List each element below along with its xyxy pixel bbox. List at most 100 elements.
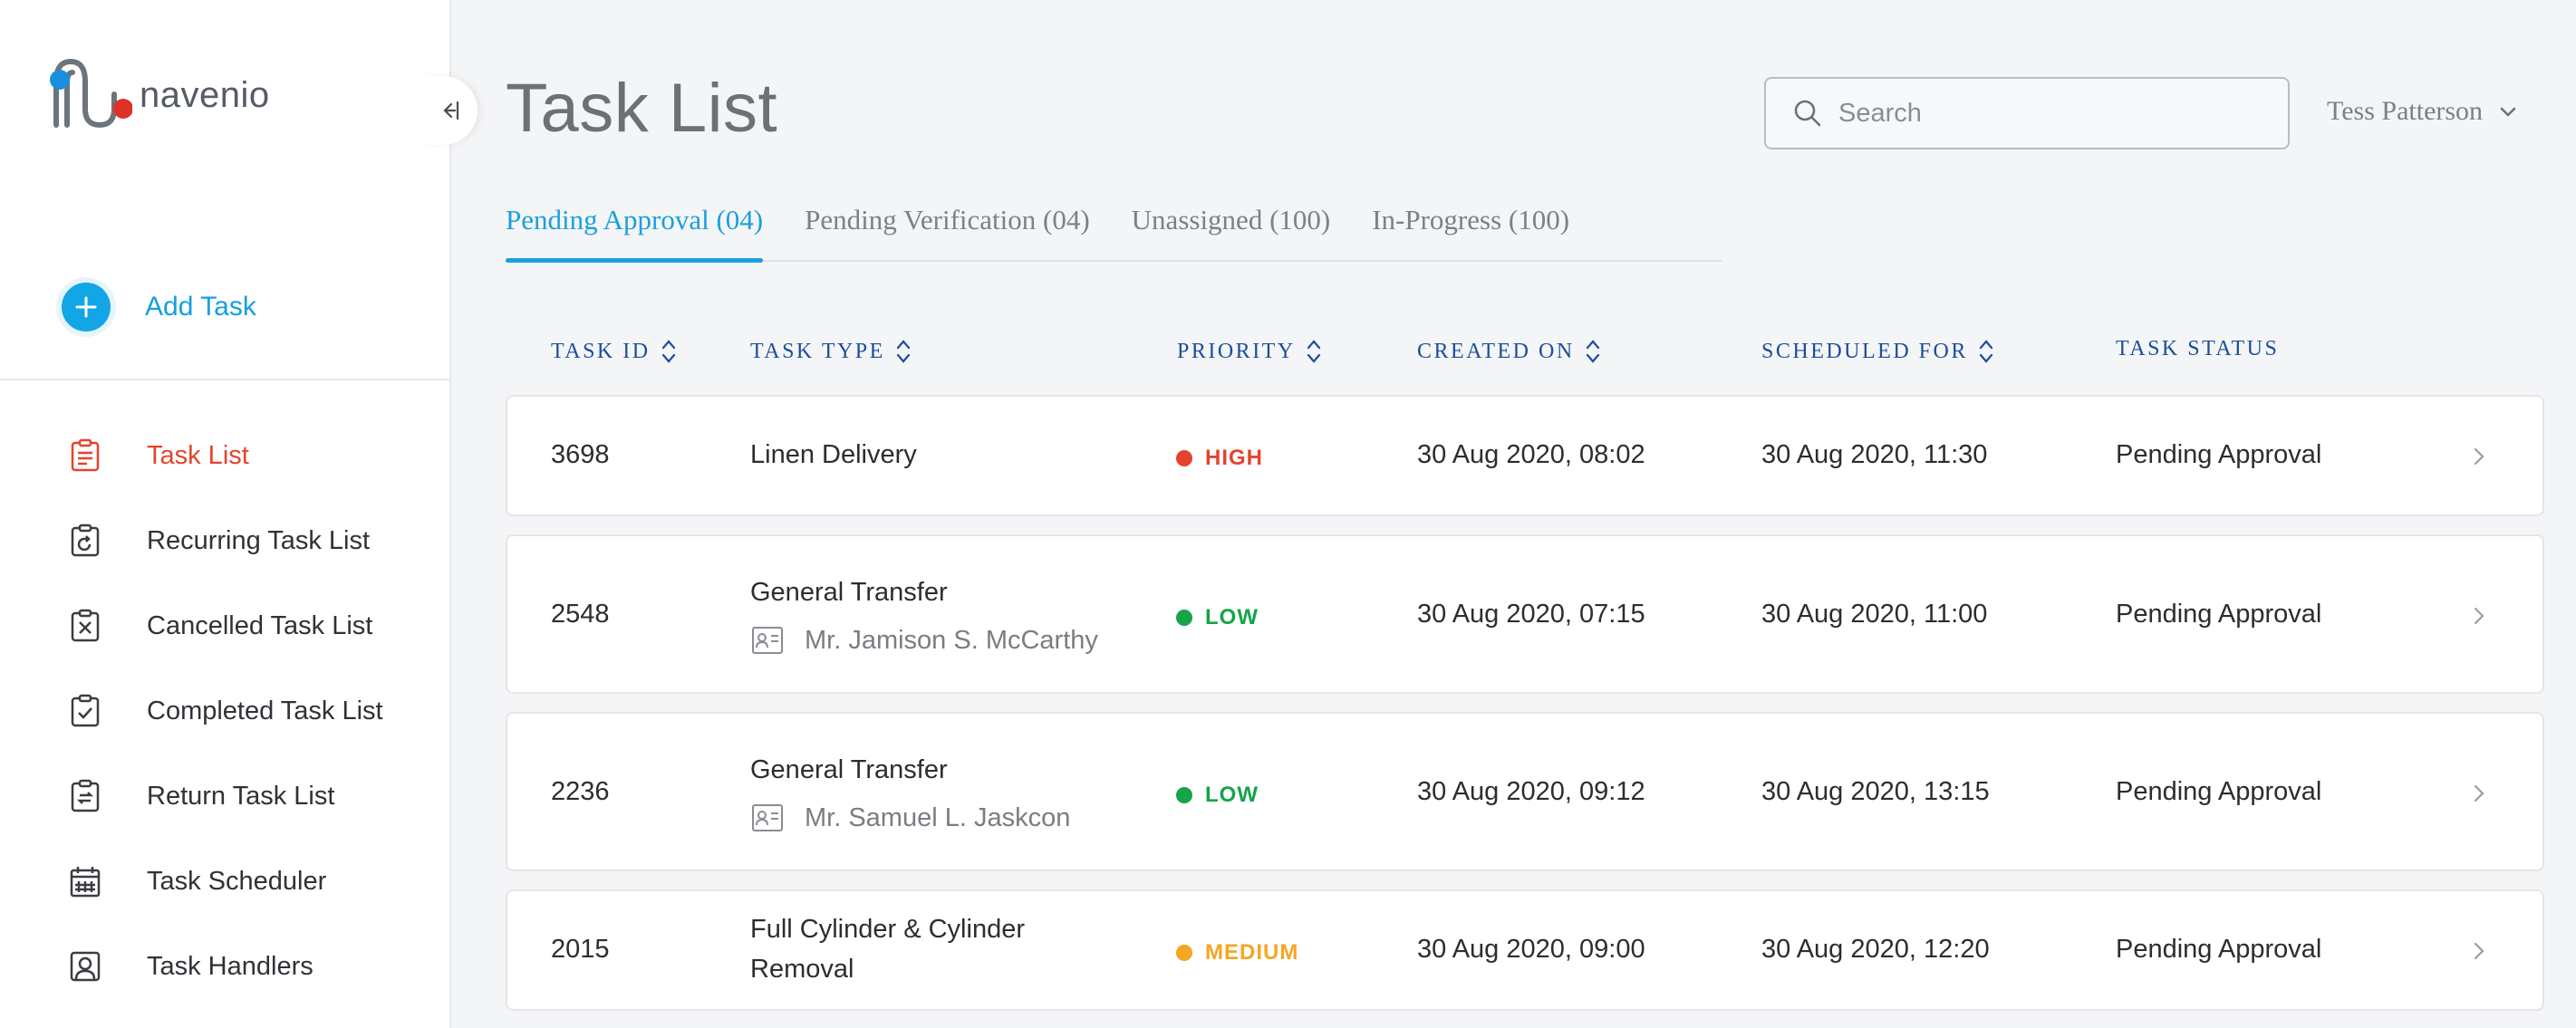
navenio-logo-mark [50, 58, 132, 129]
main-content: Task List Tess Patterson Pending Approva… [451, 0, 2576, 1028]
sidebar-item-completed-task-list[interactable]: Completed Task List [0, 668, 451, 754]
sidebar-item-return-task-list[interactable]: Return Task List [0, 754, 451, 839]
sort-icon [1979, 340, 1992, 363]
scheduled-for: 30 Aug 2020, 11:30 [1761, 440, 1988, 469]
task-type: General Transfer [750, 755, 948, 784]
priority-label: HIGH [1205, 446, 1263, 470]
sidebar-nav: Task List Recurring Task List Cancelled … [0, 413, 451, 1009]
priority-badge: MEDIUM [1176, 940, 1298, 966]
column-header-label: TASK ID [551, 339, 651, 363]
scheduled-for: 30 Aug 2020, 11:00 [1761, 600, 1988, 629]
table-row[interactable]: 3698 Linen Delivery HIGH 30 Aug 2020, 08… [506, 395, 2544, 516]
priority-dot [1176, 945, 1192, 961]
search-input[interactable] [1838, 98, 2273, 129]
task-type: General Transfer [750, 578, 948, 607]
sidebar-item-recurring-task-list[interactable]: Recurring Task List [0, 498, 451, 583]
task-id: 2015 [551, 935, 610, 964]
clipboard-recurring-icon [67, 523, 103, 559]
column-header-label: TASK TYPE [750, 339, 885, 363]
sort-icon [661, 340, 675, 363]
user-name: Tess Patterson [2327, 96, 2484, 126]
sidebar-item-task-list[interactable]: Task List [0, 413, 451, 498]
sidebar-item-label: Completed Task List [147, 696, 383, 725]
priority-label: MEDIUM [1205, 940, 1299, 965]
task-status: Pending Approval [2116, 440, 2322, 469]
sidebar-item-cancelled-task-list[interactable]: Cancelled Task List [0, 583, 451, 668]
sidebar-item-task-scheduler[interactable]: Task Scheduler [0, 839, 451, 924]
task-status: Pending Approval [2116, 600, 2322, 629]
created-on: 30 Aug 2020, 09:00 [1417, 935, 1645, 964]
patient-info: Mr. Samuel L. Jaskcon [750, 801, 1070, 835]
collapse-left-icon [443, 101, 459, 120]
created-on: 30 Aug 2020, 08:02 [1417, 440, 1645, 469]
scheduled-for: 30 Aug 2020, 12:20 [1761, 935, 1990, 964]
column-header-created-on[interactable]: CREATED ON [1417, 337, 1602, 366]
task-id: 3698 [551, 440, 610, 469]
created-on: 30 Aug 2020, 09:12 [1417, 777, 1645, 806]
tab-pending-approval[interactable]: Pending Approval (04) [506, 204, 764, 263]
priority-badge: HIGH [1176, 446, 1263, 471]
task-status: Pending Approval [2116, 777, 2322, 806]
task-id: 2236 [551, 777, 610, 806]
task-type: Full Cylinder & Cylinder [750, 915, 1025, 944]
priority-label: LOW [1205, 783, 1259, 807]
priority-badge: LOW [1176, 783, 1259, 808]
column-header-priority[interactable]: PRIORITY [1177, 337, 1323, 366]
priority-badge: LOW [1176, 605, 1259, 630]
search-box[interactable] [1764, 77, 2290, 149]
created-on: 30 Aug 2020, 07:15 [1417, 600, 1645, 629]
add-task-button[interactable]: Add Task [56, 277, 256, 337]
sidebar-item-label: Cancelled Task List [147, 610, 373, 640]
user-menu[interactable]: Tess Patterson [2327, 96, 2519, 127]
sort-icon [1586, 340, 1599, 363]
sidebar-divider [0, 379, 451, 380]
search-icon [1794, 100, 1821, 127]
tab-pending-verification[interactable]: Pending Verification (04) [805, 204, 1090, 235]
id-card-icon [752, 804, 783, 831]
sidebar-item-label: Task Scheduler [147, 866, 327, 896]
priority-dot [1176, 450, 1192, 466]
chevron-right-icon [2474, 784, 2484, 802]
chevron-right-icon [2474, 942, 2484, 960]
patient-name: Mr. Samuel L. Jaskcon [805, 802, 1071, 832]
sidebar-item-label: Return Task List [147, 781, 335, 811]
clipboard-cancel-icon [67, 608, 103, 644]
add-task-label: Add Task [145, 292, 256, 322]
brand-name: navenio [140, 74, 270, 115]
clipboard-return-icon [67, 778, 103, 814]
column-header-scheduled-for[interactable]: SCHEDULED FOR [1761, 337, 1995, 366]
sort-icon [1307, 340, 1320, 363]
id-card-icon [752, 627, 783, 654]
chevron-right-icon [2474, 447, 2484, 466]
priority-label: LOW [1205, 605, 1259, 629]
table-row[interactable]: 2236 General Transfer Mr. Samuel L. Jask… [506, 712, 2544, 871]
column-header-label: SCHEDULED FOR [1761, 339, 1968, 363]
tab-unassigned[interactable]: Unassigned (100) [1131, 204, 1331, 235]
task-status: Pending Approval [2116, 935, 2322, 964]
column-header-label: TASK STATUS [2116, 337, 2280, 360]
user-badge-icon [67, 948, 103, 985]
patient-name: Mr. Jamison S. McCarthy [805, 625, 1098, 655]
tab-in-progress[interactable]: In-Progress (100) [1372, 204, 1570, 235]
sidebar: navenio Add Task Task List Recurring Tas… [0, 0, 451, 1028]
column-header-task-status: TASK STATUS [2116, 337, 2279, 361]
column-header-label: PRIORITY [1177, 339, 1296, 363]
table-row[interactable]: 2015 Full Cylinder & Cylinder Removal ME… [506, 889, 2544, 1011]
table-row[interactable]: 2548 General Transfer Mr. Jamison S. McC… [506, 534, 2544, 694]
collapse-sidebar-button[interactable] [423, 76, 478, 145]
sidebar-item-label: Task Handlers [147, 951, 314, 981]
task-type: Linen Delivery [750, 440, 917, 469]
page-title: Task List [506, 70, 778, 147]
column-header-task-id[interactable]: TASK ID [551, 337, 678, 366]
sidebar-item-label: Task List [147, 440, 249, 470]
add-task-icon-wrap [56, 277, 116, 337]
task-id: 2548 [551, 600, 610, 629]
calendar-icon [67, 863, 103, 899]
scheduled-for: 30 Aug 2020, 13:15 [1761, 777, 1990, 806]
plus-icon [62, 283, 111, 331]
priority-dot [1176, 610, 1192, 626]
navenio-logo[interactable]: navenio [47, 53, 270, 138]
column-header-task-type[interactable]: TASK TYPE [750, 337, 912, 366]
sidebar-item-task-handlers[interactable]: Task Handlers [0, 924, 451, 1009]
task-type-line2: Removal [750, 955, 854, 984]
